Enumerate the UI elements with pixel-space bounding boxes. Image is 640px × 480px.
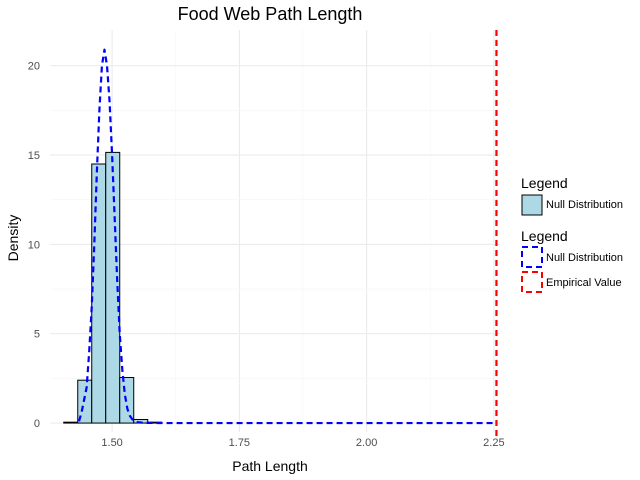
legend-label-empirical: Empirical Value — [546, 277, 622, 289]
chart-title: Food Web Path Length — [178, 4, 363, 24]
legend: Legend Null Distribution Legend Null Dis… — [521, 175, 623, 293]
y-tick-label-0: 0 — [34, 418, 40, 430]
histogram-bars — [63, 151, 163, 424]
legend-key-null-fill — [521, 194, 543, 216]
histogram-bar-2 — [91, 163, 107, 424]
y-tick-label-4: 20 — [28, 61, 40, 73]
y-tick-label-3: 15 — [28, 150, 40, 162]
y-axis-title: Density — [5, 215, 21, 262]
legend-label-null-line: Null Distribution — [546, 252, 623, 264]
x-axis-ticks: 1.50 1.75 2.00 2.25 — [101, 437, 504, 449]
x-tick-label-0: 1.50 — [101, 437, 122, 449]
legend-title-lines: Legend — [521, 228, 568, 244]
density-curve-null — [77, 48, 494, 425]
x-tick-label-1: 1.75 — [229, 437, 250, 449]
histogram-bar-3 — [105, 151, 121, 424]
y-tick-label-1: 5 — [34, 329, 40, 341]
y-tick-label-2: 10 — [28, 239, 40, 251]
x-axis-title: Path Length — [232, 458, 308, 474]
legend-title-fill: Legend — [521, 175, 568, 191]
density-curve-layer — [77, 48, 494, 425]
legend-key-empirical-line — [521, 271, 543, 293]
legend-label-null-fill: Null Distribution — [546, 199, 623, 211]
y-axis-ticks: 0 5 10 15 20 — [28, 61, 40, 430]
x-tick-label-3: 2.25 — [483, 437, 504, 449]
grid-lines — [50, 30, 500, 432]
x-tick-label-2: 2.00 — [356, 437, 377, 449]
histogram-bar-0 — [63, 421, 79, 424]
legend-key-null-line — [521, 246, 543, 268]
